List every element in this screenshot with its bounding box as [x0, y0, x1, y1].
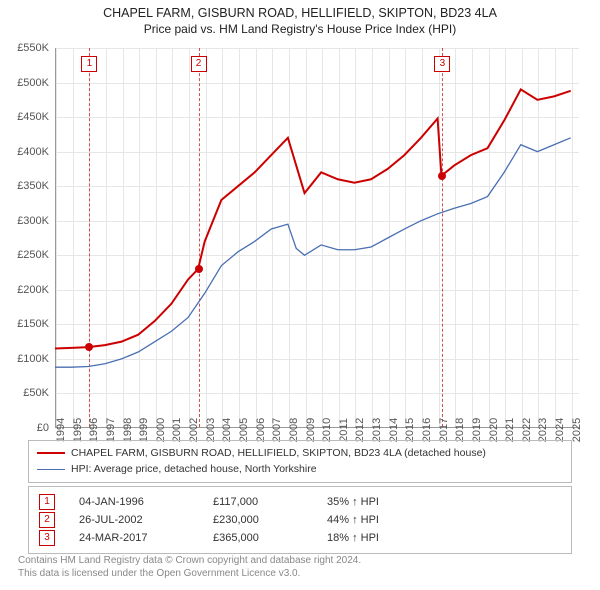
x-tick-label: 2016: [421, 418, 433, 442]
x-tick-label: 2020: [488, 418, 500, 442]
x-tick-label: 2018: [454, 418, 466, 442]
x-tick-label: 2015: [404, 418, 416, 442]
x-tick-label: 2023: [537, 418, 549, 442]
legend: CHAPEL FARM, GISBURN ROAD, HELLIFIELD, S…: [28, 440, 572, 483]
x-tick-label: 2006: [255, 418, 267, 442]
event-price: £365,000: [213, 529, 303, 547]
y-tick-label: £450K: [0, 111, 49, 123]
title-line-1: CHAPEL FARM, GISBURN ROAD, HELLIFIELD, S…: [0, 6, 600, 20]
event-price: £230,000: [213, 511, 303, 529]
y-tick-label: £150K: [0, 318, 49, 330]
legend-row-blue: HPI: Average price, detached house, Nort…: [37, 461, 563, 477]
x-tick-label: 1996: [88, 418, 100, 442]
legend-swatch-red: [37, 452, 65, 454]
x-tick-label: 2025: [571, 418, 583, 442]
y-tick-label: £50K: [0, 387, 49, 399]
x-tick-label: 2003: [205, 418, 217, 442]
x-tick-label: 1994: [55, 418, 67, 442]
x-tick-label: 2007: [271, 418, 283, 442]
y-tick-label: £250K: [0, 249, 49, 261]
y-tick-label: £100K: [0, 353, 49, 365]
event-price: £117,000: [213, 493, 303, 511]
event-row: 3 24-MAR-2017 £365,000 18% ↑ HPI: [39, 529, 561, 547]
x-tick-label: 2022: [521, 418, 533, 442]
x-tick-label: 2009: [305, 418, 317, 442]
event-num: 1: [39, 494, 55, 510]
y-tick-label: £400K: [0, 146, 49, 158]
event-date: 04-JAN-1996: [79, 493, 189, 511]
event-row: 1 04-JAN-1996 £117,000 35% ↑ HPI: [39, 493, 561, 511]
y-tick-label: £0: [0, 422, 49, 434]
x-tick-label: 2004: [221, 418, 233, 442]
y-tick-label: £550K: [0, 42, 49, 54]
event-num: 3: [39, 530, 55, 546]
legend-label-red: CHAPEL FARM, GISBURN ROAD, HELLIFIELD, S…: [71, 445, 486, 461]
x-tick-label: 2019: [471, 418, 483, 442]
legend-swatch-blue: [37, 469, 65, 470]
y-tick-label: £300K: [0, 215, 49, 227]
footer: Contains HM Land Registry data © Crown c…: [18, 554, 361, 580]
x-tick-label: 2024: [554, 418, 566, 442]
legend-row-red: CHAPEL FARM, GISBURN ROAD, HELLIFIELD, S…: [37, 445, 563, 461]
x-tick-label: 2012: [354, 418, 366, 442]
x-tick-label: 2021: [504, 418, 516, 442]
x-tick-label: 2005: [238, 418, 250, 442]
x-tick-label: 2002: [188, 418, 200, 442]
x-tick-label: 1999: [138, 418, 150, 442]
chart-area: 123 £0£50K£100K£150K£200K£250K£300K£350K…: [55, 48, 579, 428]
x-tick-label: 2011: [338, 418, 350, 442]
series-svg: [55, 48, 579, 428]
y-tick-label: £200K: [0, 284, 49, 296]
x-tick-label: 1995: [72, 418, 84, 442]
title-line-2: Price paid vs. HM Land Registry's House …: [0, 22, 600, 36]
y-tick-label: £500K: [0, 77, 49, 89]
title-block: CHAPEL FARM, GISBURN ROAD, HELLIFIELD, S…: [0, 0, 600, 36]
x-tick-label: 2013: [371, 418, 383, 442]
event-pct: 44% ↑ HPI: [327, 511, 379, 529]
event-date: 26-JUL-2002: [79, 511, 189, 529]
x-tick-label: 1997: [105, 418, 117, 442]
x-tick-label: 2010: [321, 418, 333, 442]
legend-label-blue: HPI: Average price, detached house, Nort…: [71, 461, 317, 477]
event-pct: 18% ↑ HPI: [327, 529, 379, 547]
x-tick-label: 2001: [171, 418, 183, 442]
y-tick-label: £350K: [0, 180, 49, 192]
x-tick-label: 1998: [122, 418, 134, 442]
chart-container: CHAPEL FARM, GISBURN ROAD, HELLIFIELD, S…: [0, 0, 600, 590]
event-num: 2: [39, 512, 55, 528]
series-line: [55, 89, 571, 348]
event-row: 2 26-JUL-2002 £230,000 44% ↑ HPI: [39, 511, 561, 529]
event-pct: 35% ↑ HPI: [327, 493, 379, 511]
x-tick-label: 2017: [438, 418, 450, 442]
x-tick-label: 2014: [388, 418, 400, 442]
footer-line-2: This data is licensed under the Open Gov…: [18, 567, 361, 580]
event-date: 24-MAR-2017: [79, 529, 189, 547]
series-line: [55, 138, 571, 367]
x-tick-label: 2000: [155, 418, 167, 442]
events-table: 1 04-JAN-1996 £117,000 35% ↑ HPI 2 26-JUL-200…: [28, 486, 572, 554]
x-tick-label: 2008: [288, 418, 300, 442]
footer-line-1: Contains HM Land Registry data © Crown c…: [18, 554, 361, 567]
